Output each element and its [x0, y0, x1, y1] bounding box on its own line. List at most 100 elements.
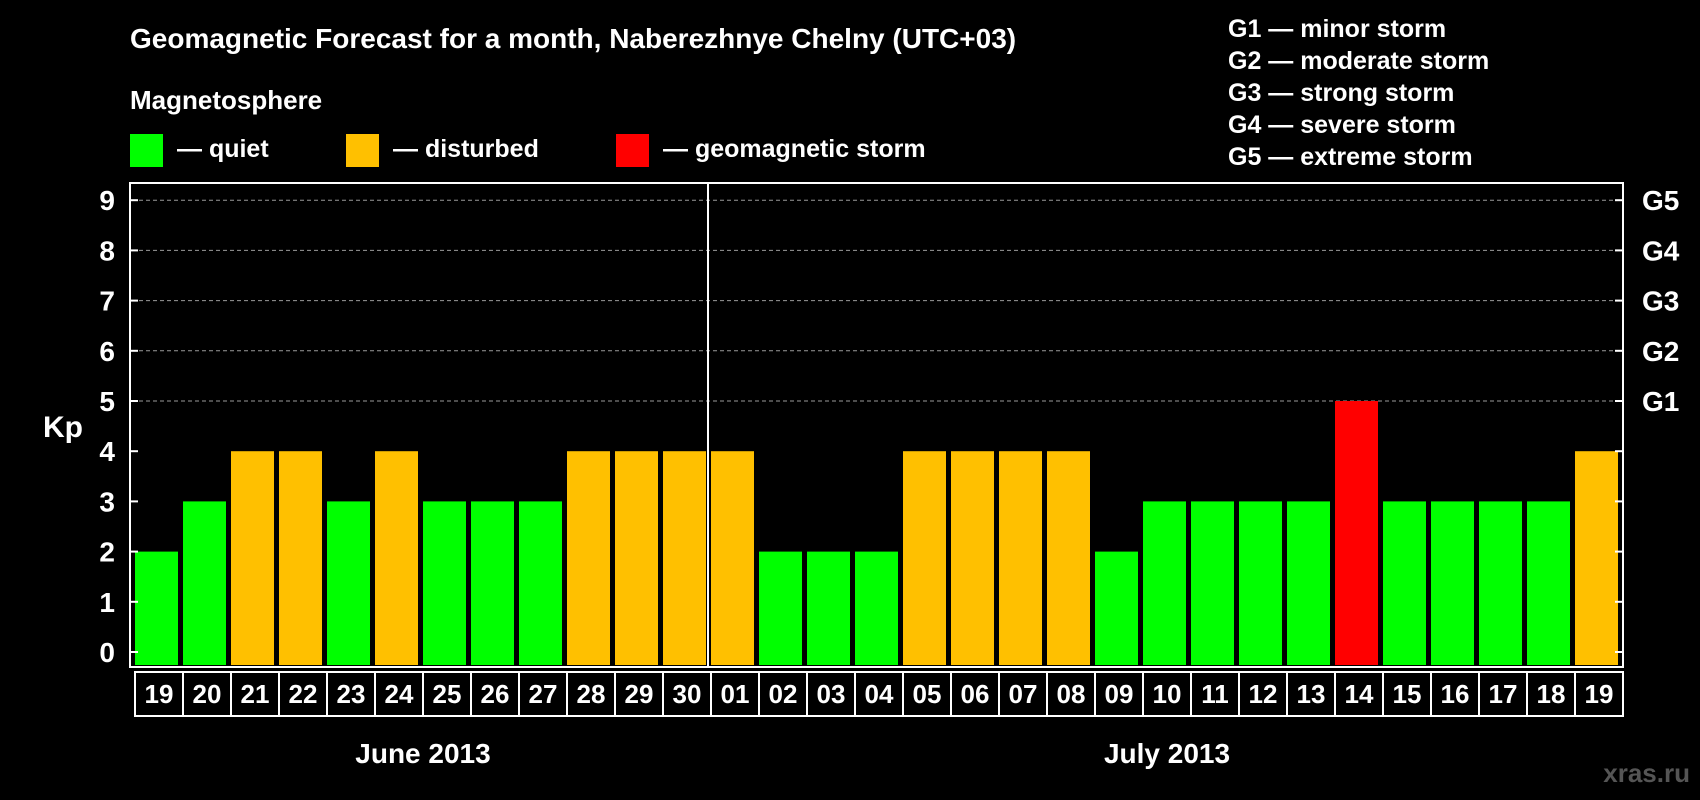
- month-labels: June 2013 July 2013: [355, 738, 1230, 769]
- bar: [1143, 501, 1186, 665]
- legend-quiet-label: — quiet: [177, 135, 269, 163]
- storm-scale-g3: G3 — strong storm: [1228, 79, 1454, 107]
- day-label: 05: [913, 679, 942, 709]
- bar: [231, 451, 274, 665]
- day-label: 25: [433, 679, 462, 709]
- legend-disturbed-swatch: [346, 134, 379, 167]
- bar: [1335, 401, 1378, 665]
- storm-scale-g2: G2 — moderate storm: [1228, 47, 1489, 75]
- day-label: 09: [1105, 679, 1134, 709]
- watermark: xras.ru: [1603, 758, 1690, 788]
- bar: [1287, 501, 1330, 665]
- day-label: 19: [1585, 679, 1614, 709]
- bar: [279, 451, 322, 665]
- day-label: 30: [673, 679, 702, 709]
- legend-storm-label: — geomagnetic storm: [663, 135, 926, 163]
- day-label: 10: [1153, 679, 1182, 709]
- legend-storm-swatch: [616, 134, 649, 167]
- day-label: 18: [1537, 679, 1566, 709]
- bar: [327, 501, 370, 665]
- y-tick-label: 8: [99, 235, 115, 266]
- day-label: 12: [1249, 679, 1278, 709]
- y-ticks: 0 1 2 3 4 5 6 7 8 9: [99, 185, 138, 668]
- y-tick-label: 3: [99, 486, 115, 517]
- bar: [1239, 501, 1282, 665]
- bar: [135, 551, 178, 665]
- legend-title: Magnetosphere: [130, 85, 322, 115]
- bar: [1431, 501, 1474, 665]
- bar: [1191, 501, 1234, 665]
- y-tick-label: 0: [99, 637, 115, 668]
- day-label: 11: [1201, 679, 1229, 709]
- g-level-label: G5: [1642, 185, 1679, 216]
- day-labels: 19 20 21 22 23 24 25 26 27 28 29 30 01 02 03 04 05 06 07 08…: [134, 671, 1624, 717]
- storm-scale-g4: G4 — severe storm: [1228, 111, 1456, 139]
- plot-area: [129, 182, 1624, 668]
- bar: [663, 451, 706, 665]
- day-label: 15: [1393, 679, 1422, 709]
- storm-scale-g1: G1 — minor storm: [1228, 15, 1446, 43]
- day-label: 07: [1009, 679, 1038, 709]
- bar: [375, 451, 418, 665]
- day-label: 02: [769, 679, 798, 709]
- bar: [1479, 501, 1522, 665]
- y-tick-label: 1: [99, 587, 115, 618]
- day-cell: [1574, 671, 1624, 717]
- day-label: 17: [1489, 679, 1518, 709]
- bar: [1383, 501, 1426, 665]
- day-label: 28: [577, 679, 606, 709]
- day-label: 16: [1441, 679, 1470, 709]
- day-label: 23: [337, 679, 366, 709]
- y-axis-label: Kp: [43, 411, 83, 444]
- day-label: 24: [385, 679, 414, 709]
- day-label: 27: [529, 679, 558, 709]
- bar: [519, 501, 562, 665]
- bar: [471, 501, 514, 665]
- day-label: 13: [1297, 679, 1326, 709]
- day-label: 06: [961, 679, 990, 709]
- y-tick-label: 7: [99, 286, 115, 317]
- chart-title: Geomagnetic Forecast for a month, Nabere…: [130, 23, 1016, 54]
- day-label: 04: [865, 679, 894, 709]
- bar: [423, 501, 466, 665]
- day-label: 20: [193, 679, 222, 709]
- y-tick-label: 4: [99, 436, 115, 467]
- day-label: 19: [145, 679, 174, 709]
- bar: [1095, 551, 1138, 665]
- legend-disturbed-label: — disturbed: [393, 135, 539, 163]
- bar: [183, 501, 226, 665]
- right-ticks: G1 G2 G3 G4 G5: [1615, 185, 1680, 653]
- day-label: 14: [1345, 679, 1374, 709]
- day-label: 26: [481, 679, 510, 709]
- bars: [135, 401, 1618, 665]
- bar: [615, 451, 658, 665]
- day-label: 21: [241, 679, 270, 709]
- bar: [999, 451, 1042, 665]
- g-level-label: G4: [1642, 235, 1680, 266]
- g-level-label: G3: [1642, 286, 1679, 317]
- y-tick-label: 9: [99, 185, 115, 216]
- day-label: 29: [625, 679, 654, 709]
- storm-scale-g5: G5 — extreme storm: [1228, 143, 1473, 171]
- y-tick-label: 6: [99, 336, 115, 367]
- legend-quiet-swatch: [130, 134, 163, 167]
- bar: [759, 551, 802, 665]
- g-level-label: G1: [1642, 386, 1679, 417]
- bar: [951, 451, 994, 665]
- bar: [1575, 451, 1618, 665]
- bar: [567, 451, 610, 665]
- day-label: 22: [289, 679, 318, 709]
- bar: [711, 451, 754, 665]
- bar: [1047, 451, 1090, 665]
- bar: [1527, 501, 1570, 665]
- y-tick-label: 2: [99, 537, 115, 568]
- bar: [807, 551, 850, 665]
- g-level-label: G2: [1642, 336, 1679, 367]
- day-label: 03: [817, 679, 846, 709]
- day-label: 08: [1057, 679, 1086, 709]
- bar: [855, 551, 898, 665]
- day-label: 01: [721, 679, 750, 709]
- month-label: July 2013: [1104, 738, 1230, 769]
- month-label: June 2013: [355, 738, 490, 769]
